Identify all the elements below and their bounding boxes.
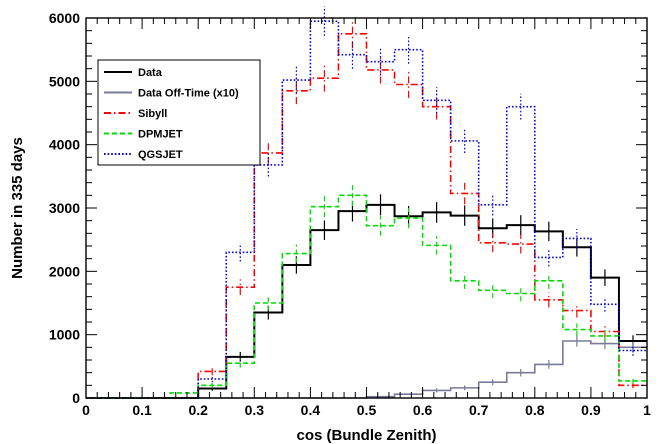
legend-label-3: DPMJET [138,129,183,141]
x-tick-label: 0.2 [188,402,208,418]
legend-box [97,59,261,166]
legend-label-1: Data Off-Time (x10) [138,88,239,100]
x-tick-label: 0.7 [469,402,489,418]
x-tick-label: 0.4 [301,402,321,418]
y-tick-label: 0 [72,390,80,406]
x-tick-label: 0.8 [525,402,545,418]
y-tick-label: 2000 [49,263,80,279]
series-4 [86,6,647,399]
y-tick-label: 3000 [49,200,80,216]
x-tick-label: 0.5 [357,402,377,418]
series-3-steps [86,194,647,399]
y-axis-title: Number in 335 days [9,137,26,279]
legend-label-0: Data [138,67,163,79]
x-tick-label: 0.9 [581,402,601,418]
x-tick-label: 0.3 [245,402,265,418]
y-tick-label: 4000 [49,137,80,153]
y-tick-label: 1000 [49,327,80,343]
legend-label-4: QGSJET [138,149,183,161]
x-tick-label: 1 [643,402,651,418]
legend-label-2: Sibyll [138,108,167,120]
y-tick-label: 6000 [49,10,80,26]
x-tick-label: 0 [82,402,90,418]
x-tick-label: 0.1 [132,402,152,418]
y-tick-label: 5000 [49,73,80,89]
axis-layer: 0 1000 2000 3000 4000 5000 6000 0 0.1 0.2 0.3 0.4 0.… [49,10,651,418]
x-tick-label: 0.6 [413,402,433,418]
series-0-steps [86,203,647,399]
series-4-steps [86,20,647,399]
series-3 [86,184,647,399]
legend: Data Data Off-Time (x10) Sibyll DPMJET QGSJE… [97,59,261,166]
x-axis-title: cos (Bundle Zenith) [297,427,437,444]
